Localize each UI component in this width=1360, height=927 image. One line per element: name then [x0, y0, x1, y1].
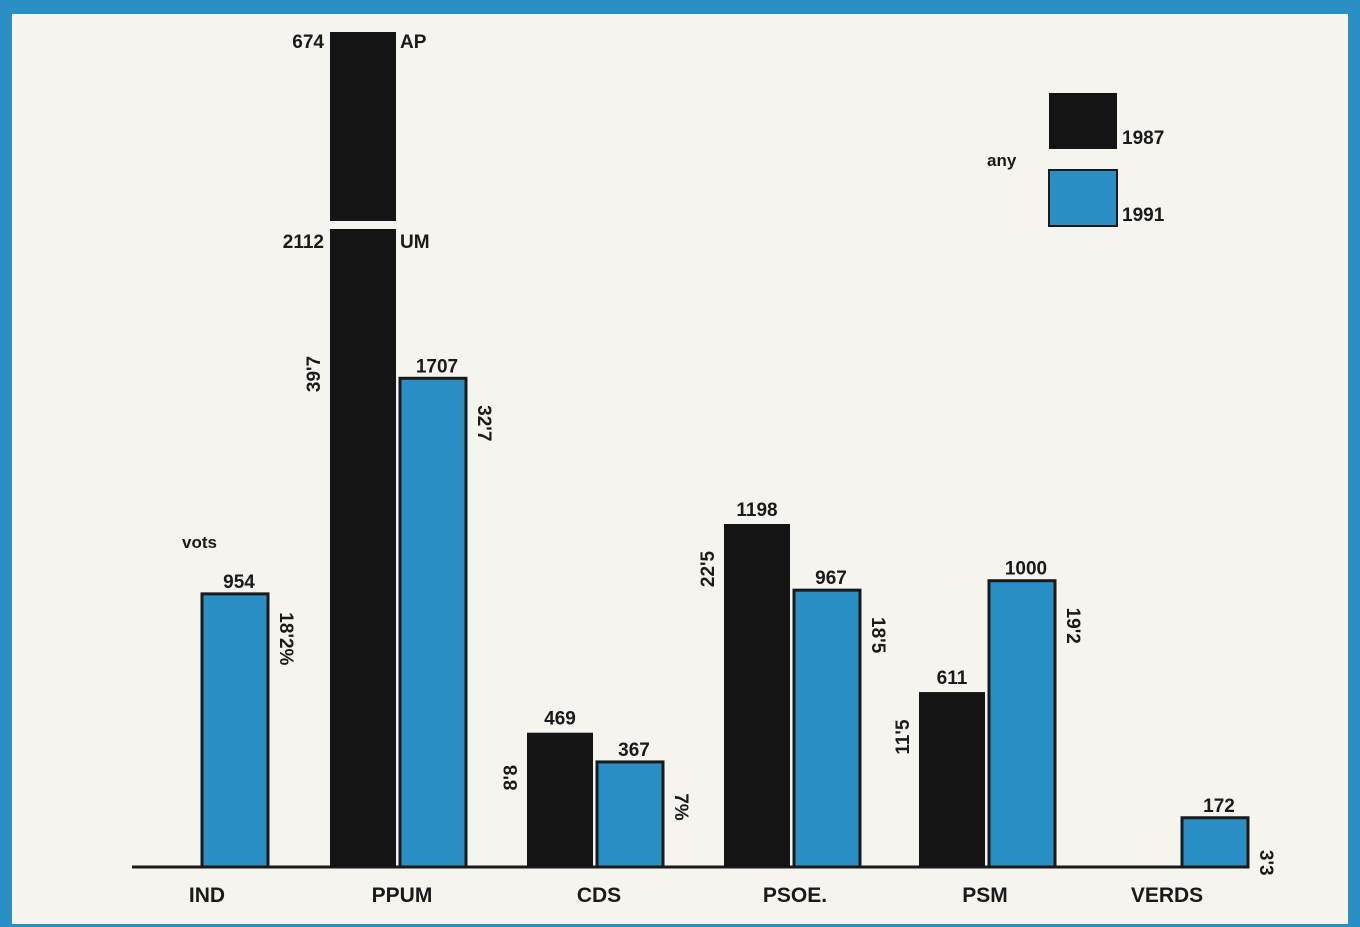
percent-label-1987-ppum: 39'7 — [304, 356, 325, 392]
percent-label-1987-psoe: 22'5 — [698, 550, 719, 587]
category-label-ppum: PPUM — [372, 884, 433, 907]
bar-1991-verds — [1180, 816, 1250, 869]
value-label-1991-ppum: 1707 — [416, 356, 458, 377]
ppum-ap-label: AP — [400, 32, 427, 53]
bar-1991-ind — [200, 592, 270, 869]
category-label-verds: VERDS — [1131, 884, 1203, 907]
ppum-bar-break — [328, 221, 398, 229]
percent-label-1991-verds: 3'3 — [1255, 850, 1276, 876]
bars-layer — [200, 32, 1250, 869]
category-label-cds: CDS — [577, 884, 621, 907]
bar-1991-psm — [987, 579, 1057, 869]
category-label-ind: IND — [189, 884, 225, 907]
labels-layer: 954 18'2% 39'7 1707 32'7 469 8'8 367 7% 1198 22'5 9… — [223, 32, 1276, 876]
bar-1987-psm — [919, 692, 985, 867]
legend-swatch-1987 — [1049, 93, 1117, 149]
ppum-ap-value: 674 — [292, 32, 324, 53]
ppum-um-label: UM — [400, 232, 430, 253]
percent-label-1991-psoe: 18'5 — [867, 617, 888, 654]
bar-chart: vots any 1987 1991 IND PPUM CDS PSOE. PS… — [132, 32, 1276, 907]
legend-title: any — [987, 151, 1017, 170]
percent-label-1991-ind: 18'2% — [275, 612, 296, 665]
value-label-1987-cds: 469 — [544, 709, 576, 730]
bar-1987-ppum — [330, 32, 396, 867]
chart-frame: vots any 1987 1991 IND PPUM CDS PSOE. PS… — [12, 14, 1348, 924]
value-label-1987-psoe: 1198 — [736, 500, 777, 521]
value-label-1991-psoe: 967 — [815, 568, 847, 589]
category-label-psoe: PSOE. — [763, 884, 827, 907]
value-label-1991-ind: 954 — [223, 572, 255, 593]
bar-1991-ppum — [398, 376, 468, 869]
value-label-1991-verds: 172 — [1203, 796, 1235, 817]
percent-label-1991-psm: 19'2 — [1062, 608, 1083, 644]
value-label-1991-psm: 1000 — [1005, 559, 1047, 580]
percent-label-1987-psm: 11'5 — [893, 719, 914, 755]
percent-label-1991-ppum: 32'7 — [473, 405, 494, 441]
legend-swatch-1991 — [1048, 169, 1118, 227]
legend: any 1987 1991 — [987, 93, 1165, 227]
value-label-1991-cds: 367 — [618, 740, 650, 761]
bar-1991-psoe — [792, 588, 862, 869]
bar-1987-psoe — [724, 524, 790, 867]
y-axis-label: vots — [182, 533, 217, 552]
bar-1987-cds — [527, 732, 593, 867]
legend-label-1987: 1987 — [1122, 128, 1164, 149]
percent-label-1991-cds: 7% — [670, 793, 691, 821]
ppum-um-value: 2112 — [283, 232, 324, 253]
category-label-psm: PSM — [962, 884, 1008, 907]
legend-label-1991: 1991 — [1122, 205, 1165, 226]
percent-label-1987-cds: 8'8 — [501, 765, 522, 791]
value-label-1987-psm: 611 — [937, 668, 968, 689]
bar-1991-cds — [595, 760, 665, 869]
